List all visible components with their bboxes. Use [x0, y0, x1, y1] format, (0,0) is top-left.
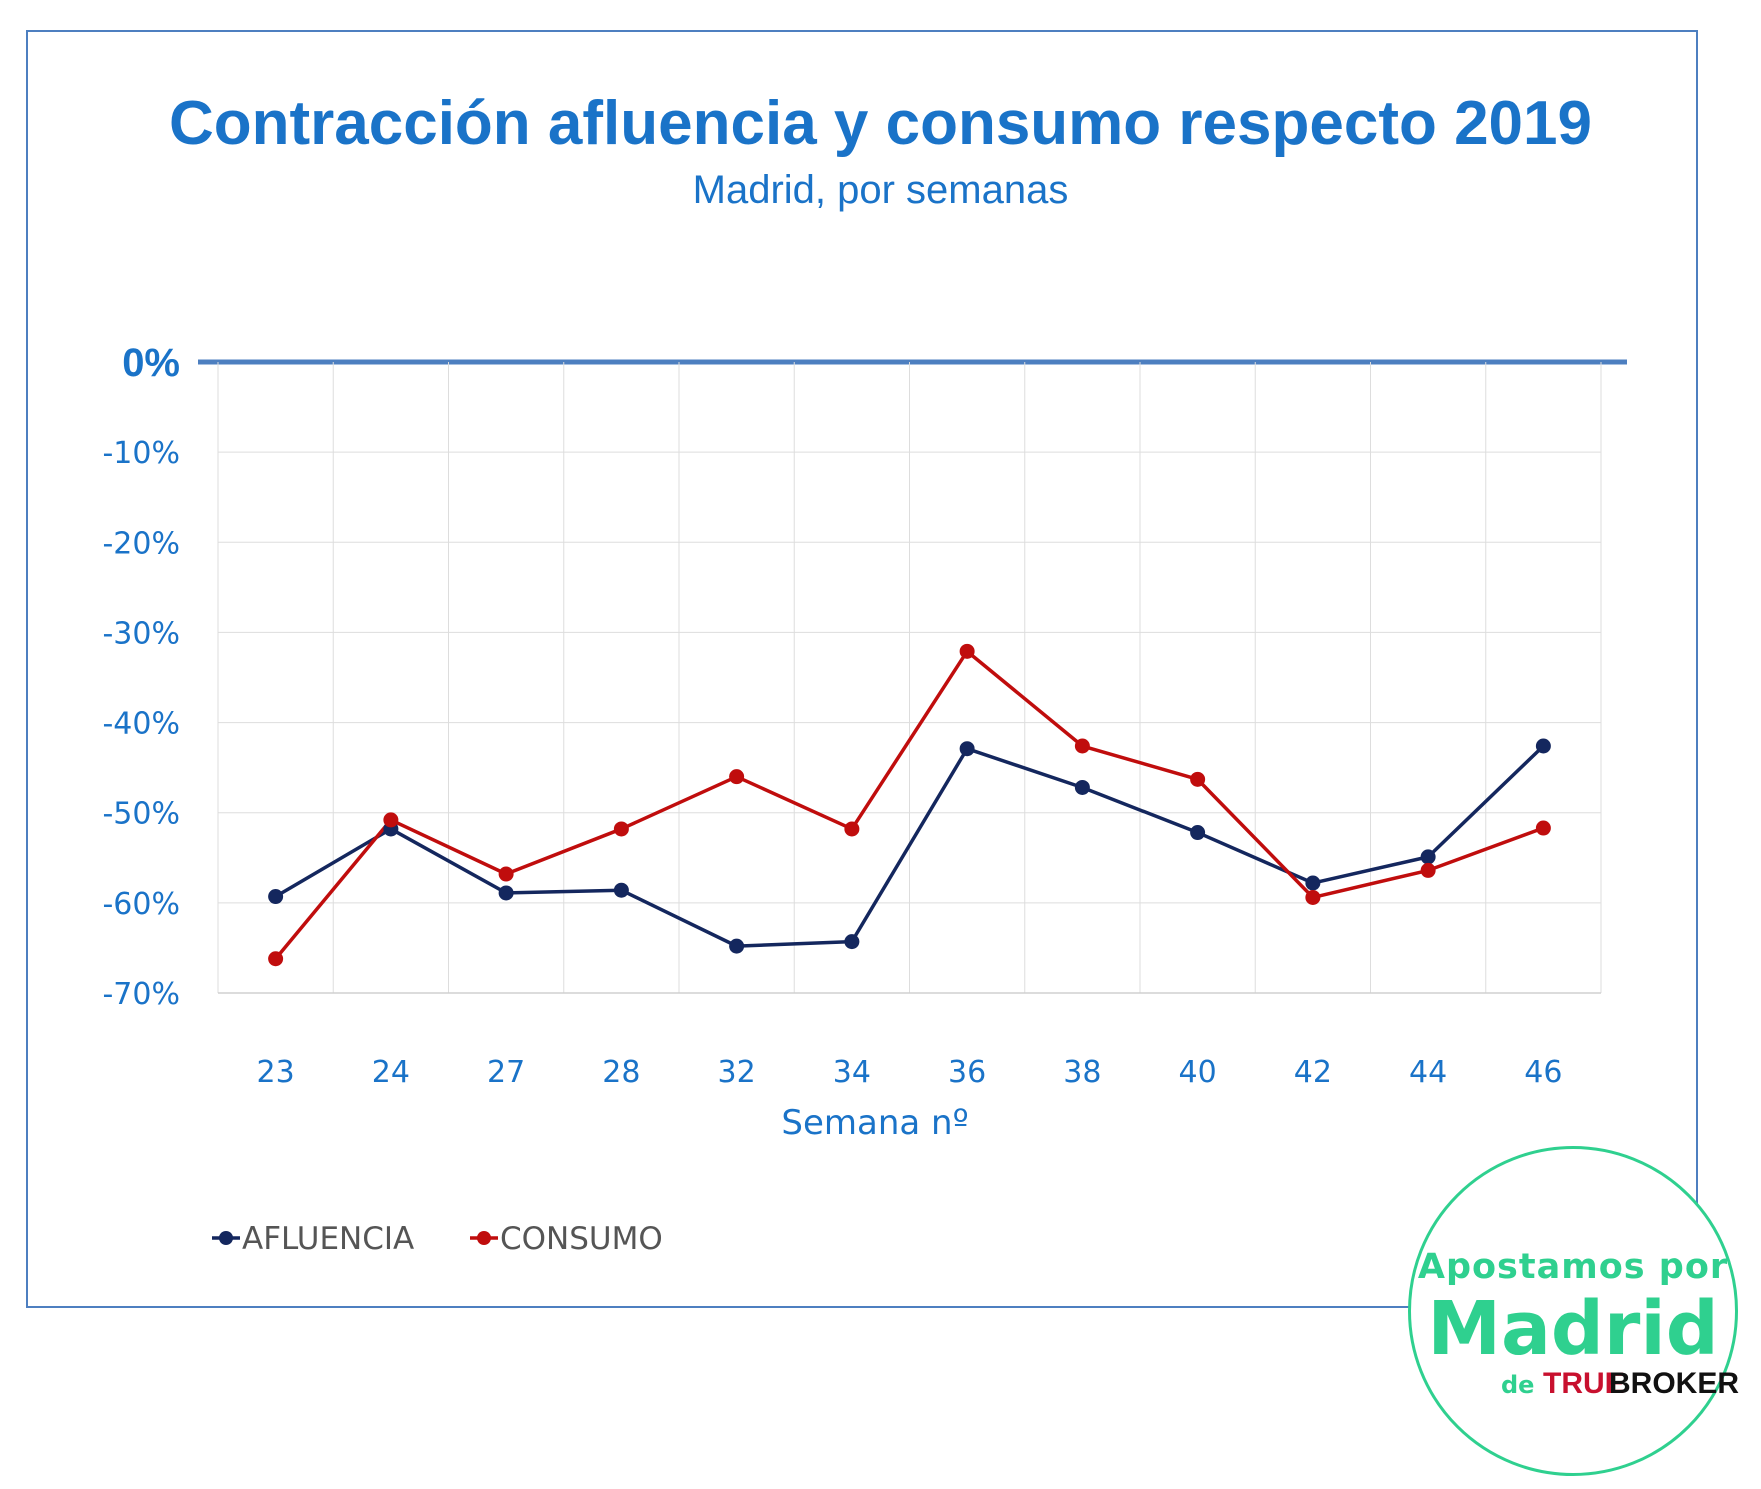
x-tick-label: 32 [718, 1055, 756, 1090]
x-tick-label: 24 [372, 1055, 410, 1090]
data-point-afluencia [959, 741, 975, 757]
data-point-consumo [959, 643, 975, 659]
data-point-consumo [844, 821, 860, 837]
logo-brand-broker: BROKER [1609, 1367, 1740, 1400]
data-point-consumo [1074, 738, 1090, 754]
data-point-afluencia [1074, 779, 1090, 795]
apostamos-por-madrid-logo: Apostamos por Madrid de TRUE BROKER [1408, 1146, 1740, 1476]
data-point-afluencia [1305, 875, 1321, 891]
x-tick-label: 23 [257, 1055, 295, 1090]
legend: AFLUENCIA CONSUMO [212, 1221, 663, 1257]
x-axis-label: Semana nº [781, 1103, 968, 1143]
x-tick-label: 36 [948, 1055, 986, 1090]
x-tick-label: 46 [1524, 1055, 1562, 1090]
y-tick-label: -40% [102, 707, 180, 742]
data-point-consumo [729, 769, 745, 785]
data-point-afluencia [1190, 825, 1206, 841]
data-point-consumo [1190, 771, 1206, 787]
legend-label: AFLUENCIA [242, 1221, 414, 1257]
legend-label: CONSUMO [500, 1221, 663, 1257]
series-line-afluencia [274, 744, 1545, 948]
legend-marker [477, 1231, 491, 1245]
series-layer [268, 643, 1551, 967]
data-point-consumo [1305, 889, 1321, 905]
x-tick-label: 40 [1179, 1055, 1217, 1090]
y-tick-label: 0% [122, 341, 180, 385]
logo-city: Madrid [1427, 1286, 1719, 1372]
data-point-consumo [268, 951, 284, 967]
x-tick-label: 28 [602, 1055, 640, 1090]
y-tick-label: -30% [102, 616, 180, 651]
data-point-afluencia [844, 934, 860, 950]
logo-brand-true: TRUE [1543, 1367, 1625, 1400]
x-tick-label: 27 [487, 1055, 525, 1090]
axis-layer: 0% -10% -20% -30% -40% -50% -60% -70% 23 24 27 28 32… [102, 341, 1562, 1090]
data-point-consumo [383, 812, 399, 828]
data-point-afluencia [729, 938, 745, 954]
series-line-consumo [274, 649, 1544, 960]
data-point-consumo [1420, 862, 1436, 878]
x-tick-label: 44 [1409, 1055, 1447, 1090]
x-tick-label: 34 [833, 1055, 871, 1090]
y-tick-label: -70% [102, 977, 180, 1012]
data-point-afluencia [268, 889, 284, 905]
chart-subtitle: Madrid, por semanas [692, 168, 1069, 212]
data-point-afluencia [1420, 849, 1436, 865]
data-point-consumo [1535, 820, 1551, 836]
legend-marker [219, 1231, 233, 1245]
chart-frame [26, 30, 1698, 1308]
y-tick-label: -10% [102, 436, 180, 471]
data-point-consumo [498, 866, 514, 882]
logo-de: de [1501, 1371, 1535, 1399]
x-tick-label: 38 [1063, 1055, 1101, 1090]
y-tick-label: -20% [102, 526, 180, 561]
data-point-afluencia [613, 882, 629, 898]
y-tick-label: -60% [102, 887, 180, 922]
chart-title: Contracción afluencia y consumo respecto… [168, 89, 1593, 158]
grid-layer [198, 359, 1627, 994]
logo-tagline: Apostamos por [1417, 1247, 1729, 1287]
x-tick-label: 42 [1294, 1055, 1332, 1090]
data-point-consumo [613, 821, 629, 837]
data-point-afluencia [498, 885, 514, 901]
y-tick-label: -50% [102, 797, 180, 832]
data-point-afluencia [1535, 738, 1551, 754]
